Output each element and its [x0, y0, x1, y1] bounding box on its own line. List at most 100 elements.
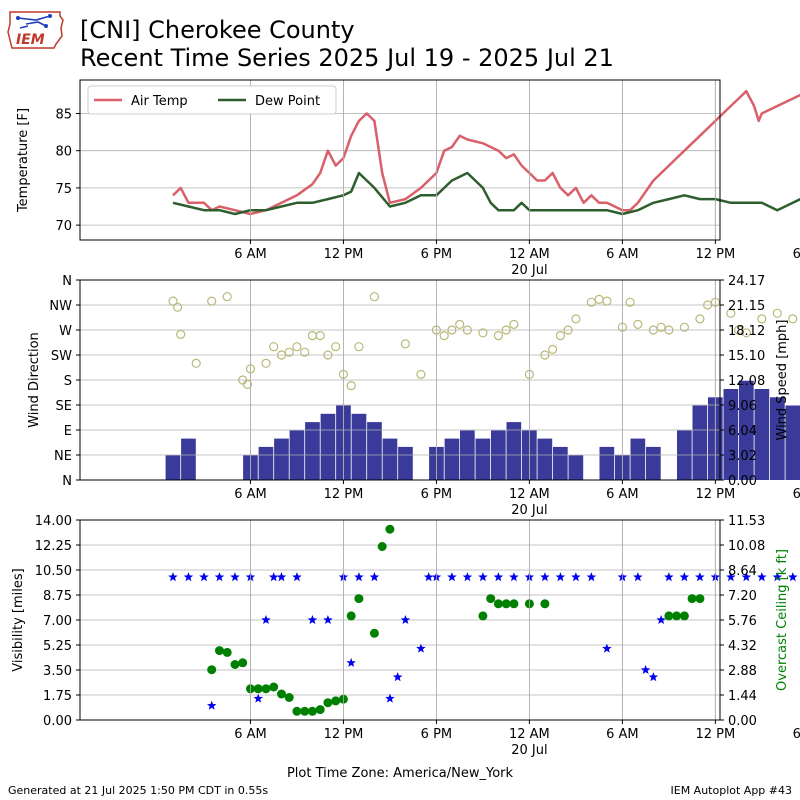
y-tick-label: 85 — [55, 107, 72, 122]
y2-tick-label: 18.12 — [728, 324, 765, 339]
y2-tick-label: 12.08 — [728, 374, 765, 389]
wind-speed-bar — [553, 446, 568, 480]
y-tick-label: 12.25 — [35, 539, 72, 554]
x-tick-label: 6 PM — [421, 247, 452, 262]
visibility-point — [214, 572, 225, 582]
ceiling-point — [540, 599, 550, 609]
visibility-point — [757, 572, 767, 582]
visibility-point — [230, 572, 240, 582]
visibility-point — [478, 572, 488, 582]
visibility-point — [323, 615, 333, 624]
legend: Air Temp Dew Point — [87, 85, 337, 115]
wind-speed-bar — [274, 438, 289, 480]
visibility-point — [602, 643, 612, 653]
wind-direction-point — [292, 342, 302, 352]
ceiling-point — [493, 599, 503, 609]
visibility-point — [292, 572, 302, 582]
visibility-point — [400, 615, 411, 624]
visibility-point — [261, 615, 271, 624]
y2-tick-label: 9.06 — [728, 399, 757, 414]
y-tick-label: E — [64, 424, 72, 439]
visibility-point — [679, 572, 690, 582]
wind-direction-point — [269, 342, 279, 352]
wind-direction-point — [168, 296, 178, 306]
y2-tick-label: 6.04 — [728, 424, 757, 439]
wind-direction-point — [633, 319, 643, 329]
wind-direction-point — [757, 314, 767, 324]
y2-tick-label: 24.17 — [728, 274, 765, 289]
y-tick-label: 80 — [55, 145, 72, 160]
logo-text: IEM — [16, 32, 45, 48]
ceiling-point — [315, 705, 325, 715]
y-tick-label: SW — [51, 349, 72, 364]
y-tick-label: 0.00 — [43, 714, 72, 729]
visibility-point — [540, 572, 550, 582]
wind-direction-point — [462, 325, 472, 335]
visibility-point — [462, 572, 473, 582]
y2-tick-label: 15.10 — [728, 349, 765, 364]
ceiling-point — [277, 689, 286, 699]
wind-direction-point — [733, 325, 744, 335]
y-tick-label: N — [62, 474, 72, 489]
visibility-point — [423, 572, 434, 582]
wind-speed-bar — [305, 422, 320, 480]
y2-tick-label: 3.02 — [728, 449, 757, 464]
ceiling-point — [207, 665, 217, 675]
ceiling-point — [478, 611, 488, 621]
visibility-point — [369, 572, 380, 582]
wind-direction-point — [602, 296, 612, 306]
wind-direction-point — [509, 319, 519, 329]
wind-speed-bar — [537, 438, 553, 480]
y2-tick-label: 1.44 — [728, 689, 757, 704]
ceiling-point — [486, 594, 496, 604]
x-tick-label: 6 PM — [793, 247, 800, 262]
wind-direction-point — [276, 350, 287, 360]
ceiling-point — [354, 594, 364, 604]
y-tick-label: NE — [54, 449, 72, 464]
visibility-point — [354, 572, 364, 582]
visibility-point — [664, 572, 674, 582]
wind-direction-point — [571, 314, 581, 324]
y-tick-label: 7.00 — [43, 614, 72, 629]
visibility-point — [640, 665, 651, 674]
y2-tick-label: 0.00 — [728, 714, 757, 729]
x-tick-label: 6 AM — [606, 487, 639, 502]
y-axis-label: Visibility [miles] — [11, 568, 26, 671]
ceiling-point — [346, 611, 356, 621]
x-date-label: 20 Jul — [511, 263, 547, 278]
y-tick-label: 5.25 — [43, 639, 72, 654]
visibility-point — [207, 700, 217, 710]
ceiling-point — [501, 599, 511, 609]
ceiling-point — [385, 524, 395, 534]
wind-direction-point — [695, 314, 705, 324]
chart-subtitle: Recent Time Series 2025 Jul 19 - 2025 Ju… — [80, 44, 614, 72]
visibility-point — [555, 572, 566, 582]
visibility-point — [571, 572, 581, 582]
x-tick-label: 6 PM — [793, 727, 800, 742]
y-tick-label: N — [62, 274, 72, 289]
ceiling-point — [307, 706, 317, 716]
wind-direction-point — [284, 347, 294, 357]
y2-tick-label: 5.76 — [728, 614, 757, 629]
wind-direction-point — [369, 292, 379, 302]
x-date-label: 20 Jul — [511, 743, 547, 758]
y2-tick-label: 21.15 — [728, 299, 765, 314]
x-tick-label: 12 PM — [324, 247, 364, 262]
ceiling-point — [253, 684, 263, 694]
y2-tick-label: 4.32 — [728, 639, 757, 654]
wind-direction-point — [625, 297, 635, 307]
y-tick-label: 70 — [55, 219, 72, 234]
x-tick-label: 6 AM — [606, 727, 639, 742]
wind-speed-bar — [506, 422, 522, 480]
ceiling-point — [300, 706, 310, 716]
panel-wind: N NE E SE S SW W NW N 0.00 3.02 6.04 9.06 12.08 15.10 1… — [27, 274, 800, 518]
ceiling-point — [261, 684, 271, 694]
x-date-label: 20 Jul — [511, 503, 547, 518]
wind-speed-bar — [165, 455, 181, 480]
wind-direction-point — [439, 331, 449, 341]
x-tick-label: 12 AM — [509, 247, 550, 262]
visibility-point — [416, 643, 426, 653]
legend-label-dew-point: Dew Point — [255, 94, 320, 109]
wind-direction-point — [346, 381, 356, 391]
